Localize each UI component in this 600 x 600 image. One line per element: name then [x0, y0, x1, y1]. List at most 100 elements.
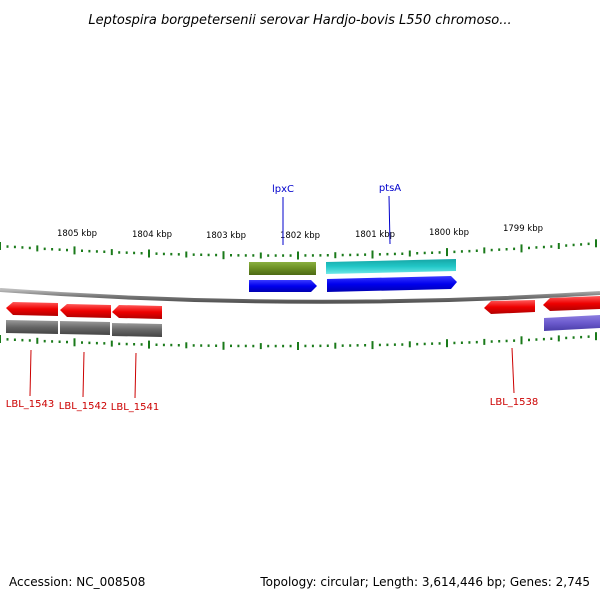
scale-tick	[237, 344, 240, 348]
scale-tick	[513, 339, 516, 342]
cds-feature-lbl-1541[interactable]	[112, 305, 162, 319]
tick-label: 1800 kbp	[429, 228, 469, 238]
scale-tick	[498, 340, 501, 343]
tick-label: 1799 kbp	[503, 224, 543, 234]
scale-tick	[162, 252, 165, 256]
tick-labels: 1805 kbp 1804 kbp 1803 kbp 1802 kbp 1801…	[57, 224, 543, 241]
scale-tick	[259, 343, 262, 350]
gene-label-ptsa[interactable]: ptsA	[379, 183, 401, 245]
scale-tick	[349, 344, 352, 347]
scale-tick	[58, 340, 61, 343]
scale-tick	[341, 253, 344, 257]
scale-tick	[207, 253, 210, 257]
scale-tick	[73, 338, 76, 347]
scale-tick	[207, 344, 210, 347]
scale-tick	[215, 253, 218, 257]
gene-label-lbl-1541[interactable]: LBL_1541	[111, 352, 159, 413]
cds-feature-gray-3[interactable]	[112, 323, 162, 337]
scale-tick	[259, 252, 262, 259]
scale-tick	[311, 254, 314, 257]
leader-line	[82, 351, 85, 398]
cds-feature-lpxc[interactable]	[249, 280, 317, 292]
scale-tick	[587, 335, 590, 338]
scale-tick	[542, 337, 545, 341]
accession-label: Accession: NC_008508	[9, 575, 145, 589]
cds-feature-red-right[interactable]	[543, 296, 600, 311]
scale-tick	[125, 251, 128, 254]
scale-tick	[520, 244, 523, 253]
scale-tick	[81, 249, 83, 252]
scale-tick	[51, 248, 54, 251]
scale-tick	[319, 344, 322, 348]
cds-feature-gray-2[interactable]	[60, 321, 110, 335]
gene-label-lbl-1538[interactable]: LBL_1538	[490, 347, 538, 408]
scale-tick	[36, 337, 39, 344]
scale-tick	[252, 254, 255, 257]
gene-label-text: lpxC	[272, 184, 294, 195]
cds-feature-cyan[interactable]	[326, 259, 456, 274]
scale-tick	[133, 251, 136, 255]
scale-tick	[200, 344, 203, 347]
scale-tick	[192, 253, 195, 256]
scale-tick	[118, 251, 121, 254]
cds-feature-lbl-1543[interactable]	[6, 302, 58, 316]
scale-tick	[66, 248, 68, 252]
scale-tick	[13, 338, 16, 341]
scale-tick	[386, 252, 389, 256]
scale-tick	[431, 251, 434, 254]
scale-tick	[401, 252, 404, 255]
scale-tick	[21, 246, 24, 249]
gene-label-lbl-1543[interactable]: LBL_1543	[6, 349, 54, 410]
cds-feature-purple[interactable]	[544, 315, 600, 331]
scale-tick	[244, 344, 247, 348]
scale-tick	[490, 340, 493, 343]
scale-tick	[81, 341, 83, 344]
tick-label: 1802 kbp	[280, 231, 320, 241]
scale-tick	[453, 250, 456, 254]
gene-label-lbl-1542[interactable]: LBL_1542	[59, 351, 107, 412]
scale-tick	[148, 340, 150, 349]
scale-tick	[13, 245, 16, 249]
scale-tick	[88, 249, 91, 253]
scale-tick	[446, 248, 448, 257]
scale-tick	[505, 248, 508, 251]
cds-feature-ptsa[interactable]	[327, 276, 457, 292]
scale-tick	[21, 338, 24, 342]
scale-tick	[133, 343, 136, 346]
cds-feature-olive[interactable]	[249, 262, 316, 275]
gene-label-lpxc[interactable]: lpxC	[272, 184, 294, 245]
reverse-strand-features	[6, 296, 600, 337]
scale-tick	[371, 250, 374, 259]
cds-feature-gray-1[interactable]	[6, 320, 58, 334]
scale-tick	[401, 343, 404, 346]
scale-tick	[438, 251, 441, 254]
scale-tick	[505, 339, 508, 343]
gene-label-text: LBL_1541	[111, 402, 159, 413]
scale-tick	[244, 254, 247, 257]
leader-line	[388, 195, 391, 245]
tick-label: 1801 kbp	[355, 230, 395, 240]
scale-tick	[192, 344, 195, 347]
scale-tick	[289, 344, 292, 348]
scale-tick	[289, 254, 292, 257]
scale-tick	[274, 344, 277, 348]
scale-tick	[28, 246, 31, 250]
scale-tick	[572, 336, 575, 339]
cds-feature-lbl-1542[interactable]	[60, 304, 111, 318]
scale-tick	[475, 249, 478, 252]
scale-tick	[475, 340, 478, 344]
tick-label: 1803 kbp	[206, 231, 246, 241]
scale-tick	[177, 344, 180, 347]
scale-tick	[177, 253, 180, 256]
leader-line	[134, 352, 137, 399]
scale-tick	[28, 339, 31, 342]
scale-tick	[408, 341, 411, 348]
scale-tick	[0, 242, 1, 250]
scale-tick	[148, 249, 150, 258]
scale-tick	[460, 341, 463, 344]
genome-backbone	[0, 288, 600, 304]
cds-feature-lbl-1538[interactable]	[484, 300, 535, 314]
gene-label-text: LBL_1542	[59, 401, 107, 412]
scale-tick	[73, 246, 76, 255]
scale-tick	[378, 343, 381, 347]
